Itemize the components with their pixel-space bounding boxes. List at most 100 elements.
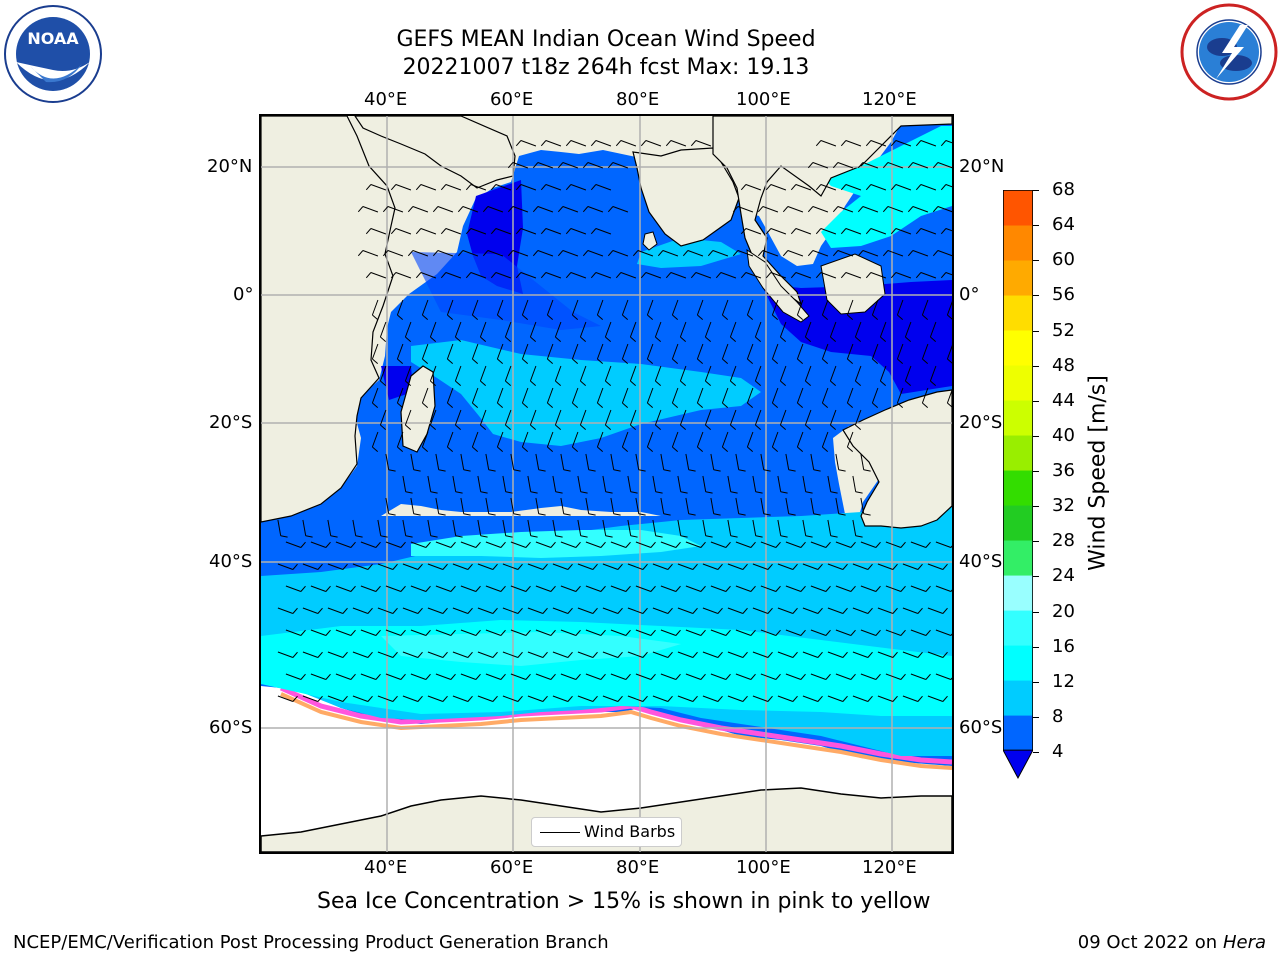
wind-barb-flag [730, 535, 738, 538]
wind-barb [571, 299, 579, 316]
wind-barb-flag [922, 358, 929, 364]
wind-barb-flag [680, 535, 688, 538]
wind-barb [421, 343, 429, 360]
india-landmass [632, 147, 740, 247]
wind-barb-flag [657, 250, 664, 257]
wind-barb-flag [367, 607, 373, 614]
wind-barb [845, 228, 862, 235]
wind-barb [535, 497, 540, 514]
wind-barb-flag [830, 336, 837, 342]
wind-barb [637, 250, 654, 257]
wind-barb [402, 563, 419, 570]
wind-barb [737, 250, 754, 257]
wind-barb [870, 184, 887, 191]
wind-barb [871, 299, 879, 316]
wind-barb [935, 673, 952, 680]
colorbar-label: Wind Speed [m/s] [1085, 375, 1111, 571]
wind-barb [660, 497, 665, 514]
wind-barb-flag [797, 314, 804, 320]
wind-barb [379, 409, 387, 426]
wind-barb-flag [747, 314, 754, 320]
colorbar-tick-label: 60 [1052, 249, 1075, 271]
wind-barb [502, 563, 519, 570]
wind-barb [902, 695, 919, 702]
wind-barb-flag [372, 314, 379, 320]
wind-barb-flag [672, 358, 679, 364]
wind-barb [912, 250, 929, 257]
lon-tick-bottom-40e: 40°E [364, 857, 408, 878]
wind-barb [627, 695, 644, 702]
wind-barb [327, 563, 344, 570]
wind-barb [427, 651, 444, 658]
wind-barb-flag [780, 336, 787, 342]
wind-barb-flag [663, 513, 671, 516]
wind-barb-flag [467, 695, 473, 702]
wind-barb-flag [730, 336, 737, 342]
wind-barb-flag [388, 513, 396, 516]
wind-barb-flag [707, 250, 714, 257]
wind-barb-flag [755, 535, 763, 538]
wind-barb-flag [455, 491, 463, 494]
wind-barb-flag [563, 469, 571, 472]
wind-barb-flag [457, 206, 464, 213]
colorbar-tick [1033, 471, 1039, 472]
wind-barb-flag [717, 695, 723, 702]
wind-barb [587, 250, 604, 257]
wind-barb-flag [365, 184, 372, 191]
wind-barb [477, 607, 494, 614]
wind-barb-flag [465, 184, 472, 191]
wind-barb [877, 651, 894, 658]
wind-barb-flag [925, 673, 931, 680]
colorbar-tick [1033, 611, 1039, 613]
wind-barb [529, 409, 537, 426]
wind-barb [679, 409, 687, 426]
wind-barb [829, 365, 837, 382]
wind-barb-flag [732, 206, 739, 213]
wind-barb-flag [647, 358, 654, 364]
wind-barb [420, 228, 437, 235]
wind-barb [696, 299, 704, 316]
wind-barb-flag [515, 272, 522, 279]
wind-barb-flag [825, 673, 831, 680]
wind-barb [877, 607, 894, 614]
wind-barb [470, 184, 487, 191]
wind-barb-flag [922, 314, 929, 320]
wind-barb [604, 409, 612, 426]
wind-barb [820, 140, 837, 147]
wind-barb [462, 206, 479, 213]
wind-barb [771, 431, 779, 448]
wind-barb-flag [407, 250, 414, 257]
wind-barb-flag [482, 206, 489, 213]
wind-barb-flag [772, 314, 779, 320]
wind-barb [627, 475, 632, 492]
wind-barb [504, 321, 512, 338]
wind-barb-flag [580, 336, 587, 342]
wind-barb-flag [625, 585, 631, 592]
wind-barb [735, 453, 740, 470]
wind-barb [927, 607, 944, 614]
wind-barb [627, 607, 644, 614]
wind-barb-flag [807, 250, 814, 257]
wind-barb-flag [625, 673, 631, 680]
wind-barb [612, 206, 629, 213]
wind-barb [796, 431, 804, 448]
wind-barb-flag [625, 629, 631, 636]
wind-barb-flag [480, 535, 488, 538]
wind-barb [746, 387, 754, 404]
wind-barb [335, 673, 352, 680]
wind-barb-flag [492, 695, 498, 702]
wind-barb-flag [355, 535, 363, 538]
wind-barb [787, 206, 804, 213]
wind-barb [460, 673, 477, 680]
wind-barb-flag [600, 673, 606, 680]
wind-barb [377, 519, 382, 536]
wind-barb-flag [505, 424, 512, 430]
wind-barb-flag [500, 585, 506, 592]
wind-barb-flag [932, 206, 939, 213]
wind-barb [837, 206, 854, 213]
wind-barb-flag [540, 140, 547, 147]
wind-barb-flag [375, 629, 381, 636]
wind-barb [610, 497, 615, 514]
wind-barb [762, 206, 779, 213]
wind-barb [546, 343, 554, 360]
